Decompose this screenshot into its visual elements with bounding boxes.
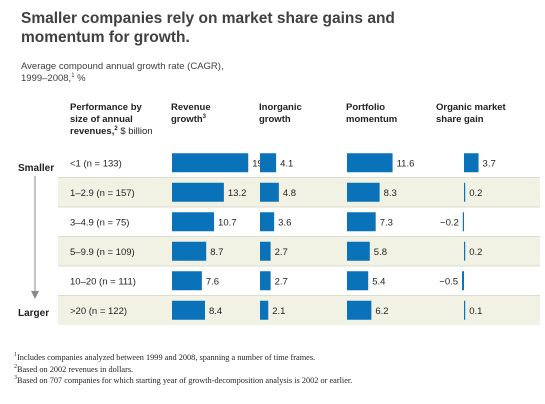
row-header-footnote-ref: 2 bbox=[114, 125, 118, 132]
footnote-marker: 1 bbox=[14, 352, 17, 359]
value-label: 11.6 bbox=[397, 158, 415, 169]
column-header-line-2: growth bbox=[171, 114, 203, 125]
value-label: 6.2 bbox=[375, 306, 388, 317]
bar bbox=[347, 212, 376, 232]
category-label: >20 (n = 122) bbox=[70, 306, 127, 317]
value-label: 5.4 bbox=[372, 276, 385, 287]
row-shading bbox=[58, 295, 540, 325]
bar bbox=[464, 241, 466, 261]
row-shading bbox=[58, 236, 540, 266]
bar bbox=[347, 153, 393, 173]
bar bbox=[172, 153, 249, 173]
column-header-line-1: Portfolio bbox=[346, 102, 386, 113]
row-header-line-2: size of annual bbox=[70, 114, 133, 125]
chart-subtitle: Average compound annual growth rate (CAG… bbox=[21, 61, 321, 85]
footnote-text: Based on 2002 revenues in dollars. bbox=[17, 364, 134, 374]
column-header-line-1: Inorganic bbox=[259, 102, 302, 113]
value-label: 4.8 bbox=[283, 188, 296, 199]
bar bbox=[172, 212, 215, 232]
value-label: 3.7 bbox=[483, 158, 496, 169]
bar bbox=[260, 182, 279, 202]
footnotes: 1Includes companies analyzed between 199… bbox=[14, 352, 534, 387]
bar bbox=[260, 300, 269, 320]
column-header-line-2: share gain bbox=[436, 114, 484, 125]
value-label: 0.1 bbox=[469, 306, 482, 317]
value-label: 0.2 bbox=[469, 247, 482, 258]
bar bbox=[347, 300, 372, 320]
footnote-text: Includes companies analyzed between 1999… bbox=[17, 353, 316, 362]
row-header-line-3: revenues, bbox=[70, 126, 115, 137]
bar bbox=[260, 153, 277, 173]
subtitle-footnote-ref: 1 bbox=[71, 72, 75, 79]
footnote-1: 1Includes companies analyzed between 199… bbox=[14, 352, 534, 364]
footnote-marker: 2 bbox=[14, 363, 17, 370]
value-label: 7.6 bbox=[206, 276, 219, 287]
footnote-2: 2Based on 2002 revenues in dollars. bbox=[14, 364, 534, 376]
value-label: 2.7 bbox=[275, 276, 288, 287]
category-label: 10–20 (n = 111) bbox=[70, 276, 136, 287]
category-label: 1–2.9 (n = 157) bbox=[70, 188, 135, 199]
value-label: 5.8 bbox=[374, 247, 387, 258]
subtitle-line-1: Average compound annual growth rate (CAG… bbox=[21, 61, 224, 72]
bar bbox=[462, 271, 464, 291]
end-label-larger: Larger bbox=[18, 308, 49, 319]
value-label: 2.7 bbox=[275, 247, 288, 258]
column-header-portfolio-momentum: Portfolio momentum bbox=[346, 102, 397, 126]
bar-table-chart: Smaller Larger <1 (n = 133) 1–2.9 (n = 15… bbox=[18, 153, 540, 325]
category-label: 3–4.9 (n = 75) bbox=[70, 217, 129, 228]
bar bbox=[172, 241, 207, 261]
value-label: 0.2 bbox=[469, 188, 482, 199]
bar bbox=[172, 182, 224, 202]
value-label: 13.2 bbox=[228, 188, 247, 199]
bar bbox=[260, 241, 271, 261]
column-header-organic-share-gain: Organic market share gain bbox=[436, 102, 506, 126]
bar bbox=[172, 300, 206, 320]
bar bbox=[347, 271, 369, 291]
bar bbox=[464, 300, 466, 320]
bar bbox=[172, 271, 202, 291]
value-label: 8.4 bbox=[209, 306, 222, 317]
value-label: −0.2 bbox=[440, 217, 459, 228]
row-header-unit: $ billion bbox=[117, 126, 153, 137]
subtitle-line-2: 1999–2008, bbox=[21, 73, 72, 84]
column-header-inorganic-growth: Inorganic growth bbox=[259, 102, 302, 126]
value-label: 2.1 bbox=[272, 306, 285, 317]
bar bbox=[260, 271, 271, 291]
footnote-text: Based on 707 companies for which startin… bbox=[17, 376, 353, 385]
row-header: Performance by size of annual revenues,2… bbox=[70, 102, 153, 138]
value-label: 3.6 bbox=[278, 217, 291, 228]
row-header-line-1: Performance by bbox=[70, 102, 142, 113]
footnote-marker: 3 bbox=[14, 375, 17, 382]
bar bbox=[464, 182, 466, 202]
column-header-line-2: growth bbox=[259, 114, 291, 125]
bar bbox=[260, 212, 275, 232]
category-label: <1 (n = 133) bbox=[70, 158, 122, 169]
chart-title: Smaller companies rely on market share g… bbox=[21, 10, 395, 46]
bar bbox=[462, 212, 464, 232]
subtitle-unit: % bbox=[74, 73, 86, 84]
column-header-line-1: Organic market bbox=[436, 102, 506, 113]
column-header-line-1: Revenue bbox=[171, 102, 211, 113]
column-header-line-2: momentum bbox=[346, 114, 398, 125]
value-label: 8.3 bbox=[384, 188, 397, 199]
value-label: −0.5 bbox=[439, 276, 458, 287]
footnote-3: 3Based on 707 companies for which starti… bbox=[14, 375, 534, 387]
value-label: 8.7 bbox=[210, 247, 223, 258]
end-label-smaller: Smaller bbox=[18, 163, 54, 174]
value-label: 4.1 bbox=[280, 158, 293, 169]
bar bbox=[347, 182, 380, 202]
value-label: 7.3 bbox=[380, 217, 393, 228]
value-label: 10.7 bbox=[218, 217, 237, 228]
row-shading bbox=[58, 177, 540, 207]
category-label: 5–9.9 (n = 109) bbox=[70, 247, 135, 258]
column-header-revenue-growth: Revenue growth3 bbox=[171, 102, 211, 126]
bar bbox=[464, 153, 479, 173]
bar bbox=[347, 241, 370, 261]
column-header-footnote-ref: 3 bbox=[202, 113, 207, 120]
